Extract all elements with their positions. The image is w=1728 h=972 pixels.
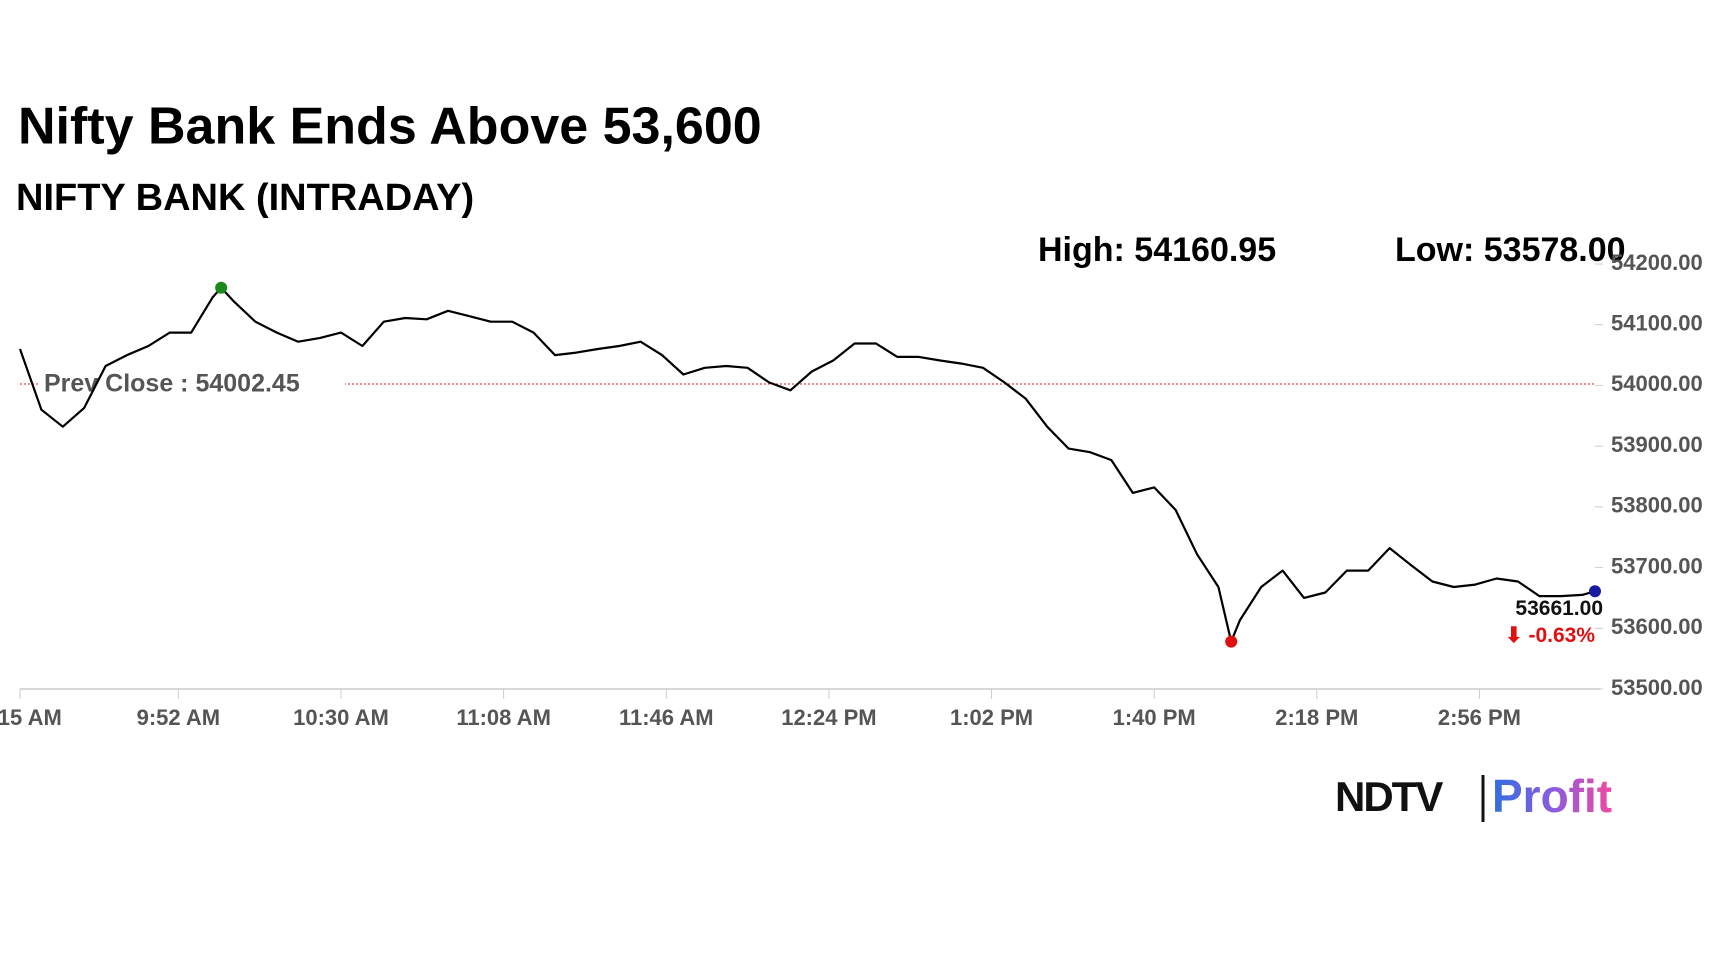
logo-profit: Profit xyxy=(1492,770,1612,822)
low-marker xyxy=(1225,635,1238,648)
prev-close-label: Prev Close : 54002.45 xyxy=(44,370,300,398)
y-tick-label: 53900.00 xyxy=(1611,432,1703,457)
x-tick-label: 11:08 AM xyxy=(456,705,551,730)
y-tick-label: 53600.00 xyxy=(1611,614,1703,639)
title: Nifty Bank Ends Above 53,600 xyxy=(18,98,762,156)
high-marker xyxy=(215,281,228,294)
price-line xyxy=(18,286,1596,643)
x-tick-label: 9:15 AM xyxy=(0,705,62,730)
x-tick-label: 2:56 PM xyxy=(1438,705,1521,730)
high-label: High: 54160.95 xyxy=(1038,231,1276,269)
y-tick-label: 54100.00 xyxy=(1611,311,1703,336)
logo-ndtv: NDTV xyxy=(1335,773,1443,820)
x-tick-label: 1:40 PM xyxy=(1113,705,1196,730)
y-tick-label: 53700.00 xyxy=(1611,553,1703,578)
x-tick-label: 11:46 AM xyxy=(619,705,714,730)
subtitle: NIFTY BANK (INTRADAY) xyxy=(16,177,474,219)
low-label: Low: 53578.00 xyxy=(1395,231,1626,269)
y-tick-label: 54000.00 xyxy=(1611,371,1703,396)
last-marker xyxy=(1589,585,1601,598)
x-tick-label: 9:52 AM xyxy=(137,705,221,730)
x-tick-label: 1:02 PM xyxy=(950,705,1033,730)
last-value-label: 53661.00 xyxy=(1515,597,1603,620)
x-tick-label: 10:30 AM xyxy=(293,705,389,730)
x-tick-label: 12:24 PM xyxy=(781,705,876,730)
y-tick-label: 54200.00 xyxy=(1611,250,1703,275)
change-label: ⬇ -0.63% xyxy=(1505,624,1595,647)
y-tick-label: 53500.00 xyxy=(1611,675,1703,700)
x-tick-label: 2:18 PM xyxy=(1275,705,1358,730)
y-tick-label: 53800.00 xyxy=(1611,493,1703,518)
